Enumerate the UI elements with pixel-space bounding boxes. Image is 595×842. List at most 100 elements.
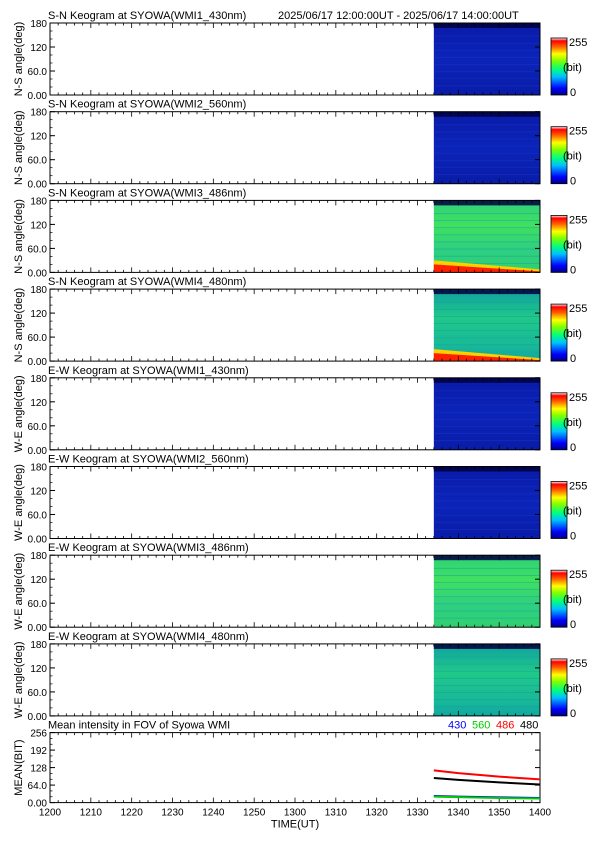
panel-4: S-N Keogram at SYOWA(WMI4_480nm) 255 (bit)… [13, 276, 587, 368]
x-tick-label: 1220 [121, 808, 144, 819]
y-tick-label: 60.0 [28, 156, 48, 167]
colorbar-max-label: 255 [569, 481, 587, 493]
y-tick-label: 0.00 [28, 180, 48, 191]
y-tick-label: 180 [30, 196, 47, 207]
keogram-image [433, 377, 540, 450]
y-tick-label: 120 [30, 220, 47, 231]
colorbar-min-label: 0 [570, 708, 576, 720]
y-tick-label: 180 [30, 19, 47, 30]
colorbar-unit-label: (bit) [563, 594, 582, 606]
panel-title: E-W Keogram at SYOWA(WMI4_480nm) [48, 631, 249, 643]
legend-entry-430: 430 [448, 720, 466, 732]
legend-entry-486: 486 [496, 720, 514, 732]
x-tick-label: 1330 [406, 808, 429, 819]
x-tick-label: 1210 [80, 808, 103, 819]
keogram-image [433, 111, 540, 184]
colorbar [550, 126, 568, 185]
x-tick-label: 1310 [325, 808, 348, 819]
colorbar-unit-label: (bit) [563, 151, 582, 163]
keogram-top-band [433, 111, 540, 117]
panel-8: E-W Keogram at SYOWA(WMI4_480nm) 255 (bit)… [13, 631, 587, 723]
colorbar-max-label: 255 [569, 569, 587, 581]
colorbar [550, 37, 568, 96]
colorbar-max-label: 255 [569, 126, 587, 138]
series-line-560 [433, 795, 541, 800]
panel-7: E-W Keogram at SYOWA(WMI3_486nm) 255 (bit)… [13, 542, 587, 634]
keogram-top-band [433, 200, 540, 206]
keogram-image [433, 23, 540, 95]
x-tick-label: 1200 [39, 808, 62, 819]
colorbar-max-label: 255 [569, 214, 587, 226]
y-tick-label: 60.0 [28, 67, 48, 78]
plot-frame [49, 732, 541, 804]
colorbar-max-label: 255 [569, 303, 587, 315]
y-axis-label: N-S angle(deg) [13, 22, 25, 97]
y-tick-label: 128 [30, 764, 47, 775]
keogram-top-band [433, 377, 540, 383]
y-tick-label: 64.0 [28, 781, 48, 792]
series-line-486 [433, 769, 541, 781]
colorbar [550, 214, 568, 273]
colorbar-unit-label: (bit) [563, 683, 582, 695]
y-tick-label: 120 [30, 664, 47, 675]
x-axis-label: TIME(UT) [271, 819, 319, 831]
colorbar [550, 303, 568, 362]
panel-title: S-N Keogram at SYOWA(WMI1_430nm) [48, 10, 246, 22]
y-axis-label: N-S angle(deg) [13, 199, 25, 274]
panel-title: Mean intensity in FOV of Syowa WMI [48, 720, 230, 732]
panel-6: E-W Keogram at SYOWA(WMI2_560nm) 255 (bit)… [13, 454, 587, 546]
colorbar-min-label: 0 [570, 264, 576, 276]
y-tick-label: 60.0 [28, 333, 48, 344]
keogram-image [433, 555, 540, 628]
legend-entry-560: 560 [472, 720, 490, 732]
series-line-480 [433, 776, 541, 786]
x-tick-label: 1300 [284, 808, 307, 819]
colorbar [550, 481, 568, 539]
y-tick-label: 0.00 [28, 799, 48, 810]
x-tick-label: 1400 [529, 808, 552, 819]
colorbar-unit-label: (bit) [563, 62, 582, 74]
keogram-image [433, 466, 540, 539]
y-tick-label: 0.00 [28, 268, 48, 279]
colorbar [550, 392, 568, 451]
x-tick-label: 1320 [366, 808, 389, 819]
y-axis-label: MEAN(BIT) [13, 739, 25, 795]
panel-title: S-N Keogram at SYOWA(WMI3_486nm) [48, 187, 246, 199]
y-tick-label: 180 [30, 551, 47, 562]
colorbar-unit-label: (bit) [563, 506, 582, 518]
colorbar [550, 569, 568, 628]
y-tick-label: 180 [30, 374, 47, 385]
y-tick-label: 0.00 [28, 91, 48, 102]
x-tick-label: 1240 [202, 808, 225, 819]
panel-1: S-N Keogram at SYOWA(WMI1_430nm) 255 (bit)… [13, 10, 587, 102]
keogram-top-band [433, 643, 540, 649]
y-tick-label: 0.00 [28, 357, 48, 368]
y-tick-label: 120 [30, 487, 47, 498]
keogram-image [433, 643, 540, 716]
y-tick-label: 60.0 [28, 244, 48, 255]
panel-title: E-W Keogram at SYOWA(WMI3_486nm) [48, 542, 249, 554]
y-tick-label: 256 [30, 729, 47, 740]
panel-5: E-W Keogram at SYOWA(WMI1_430nm) 255 (bit)… [13, 365, 587, 457]
colorbar-min-label: 0 [570, 87, 576, 99]
legend-entry-480: 480 [520, 720, 538, 732]
keogram-top-band [433, 466, 540, 472]
colorbar-min-label: 0 [570, 176, 576, 188]
keogram-top-band [433, 555, 540, 561]
y-tick-label: 120 [30, 575, 47, 586]
colorbar-unit-label: (bit) [563, 328, 582, 340]
x-tick-label: 1350 [488, 808, 511, 819]
y-tick-label: 120 [30, 309, 47, 320]
y-tick-label: 0.00 [28, 712, 48, 723]
y-tick-label: 120 [30, 398, 47, 409]
y-tick-label: 60.0 [28, 422, 48, 433]
colorbar-max-label: 255 [569, 37, 587, 49]
colorbar-max-label: 255 [569, 392, 587, 404]
y-tick-label: 0.00 [28, 623, 48, 634]
colorbar-max-label: 255 [569, 658, 587, 670]
panel-title: E-W Keogram at SYOWA(WMI2_560nm) [48, 454, 249, 466]
keogram-top-band [433, 289, 540, 295]
y-tick-label: 60.0 [28, 688, 48, 699]
